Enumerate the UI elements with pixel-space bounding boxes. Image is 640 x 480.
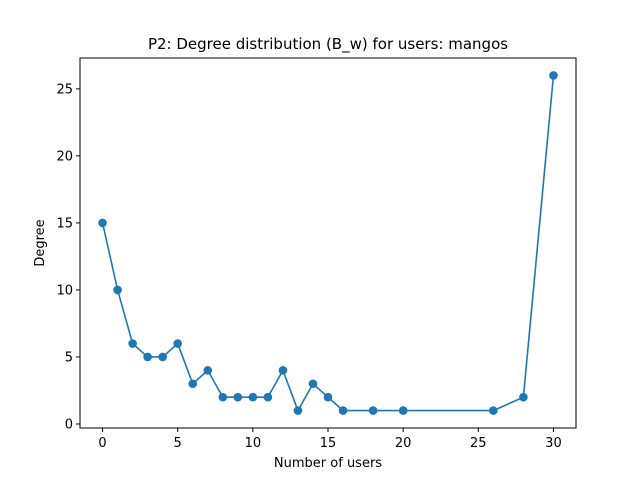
data-point <box>233 392 243 402</box>
x-tick-label: 5 <box>174 436 182 451</box>
data-point <box>203 366 213 375</box>
y-tick-label: 15 <box>56 216 73 231</box>
data-point <box>143 352 152 362</box>
y-axis-label: Degree <box>33 219 48 266</box>
data-point <box>218 392 228 402</box>
y-tick-label: 20 <box>56 149 73 164</box>
data-point <box>323 392 333 402</box>
plot-area <box>98 71 558 415</box>
x-tick-label: 30 <box>545 436 562 451</box>
data-point <box>278 366 288 375</box>
data-point <box>489 406 498 415</box>
chart-title: P2: Degree distribution (B_w) for users:… <box>148 35 508 54</box>
data-point <box>549 71 558 80</box>
y-tick-label: 25 <box>56 82 73 97</box>
y-tick-label: 5 <box>65 350 73 365</box>
data-point <box>128 339 137 348</box>
data-point <box>519 392 528 402</box>
data-point <box>248 392 258 402</box>
axis-ticks: 0 5 10 15 20 25 30 0 5 10 15 20 25 <box>56 82 561 451</box>
data-point <box>293 406 303 415</box>
data-point <box>98 218 107 228</box>
data-point <box>113 285 122 295</box>
x-tick-label: 15 <box>320 436 337 451</box>
x-tick-label: 10 <box>245 436 262 451</box>
data-point <box>368 406 378 415</box>
x-axis-label: Number of users <box>274 456 382 471</box>
data-point <box>188 379 198 389</box>
data-point <box>338 406 348 415</box>
data-point <box>398 406 408 415</box>
data-point <box>308 379 318 389</box>
x-tick-label: 25 <box>470 436 487 451</box>
x-tick-label: 0 <box>98 436 106 451</box>
data-point <box>263 392 273 402</box>
y-tick-label: 10 <box>56 283 73 298</box>
x-tick-label: 20 <box>395 436 412 451</box>
plot-frame <box>79 57 577 429</box>
series-line <box>101 75 555 413</box>
data-point <box>158 352 167 362</box>
y-tick-label: 0 <box>65 417 73 432</box>
data-point <box>173 339 182 348</box>
